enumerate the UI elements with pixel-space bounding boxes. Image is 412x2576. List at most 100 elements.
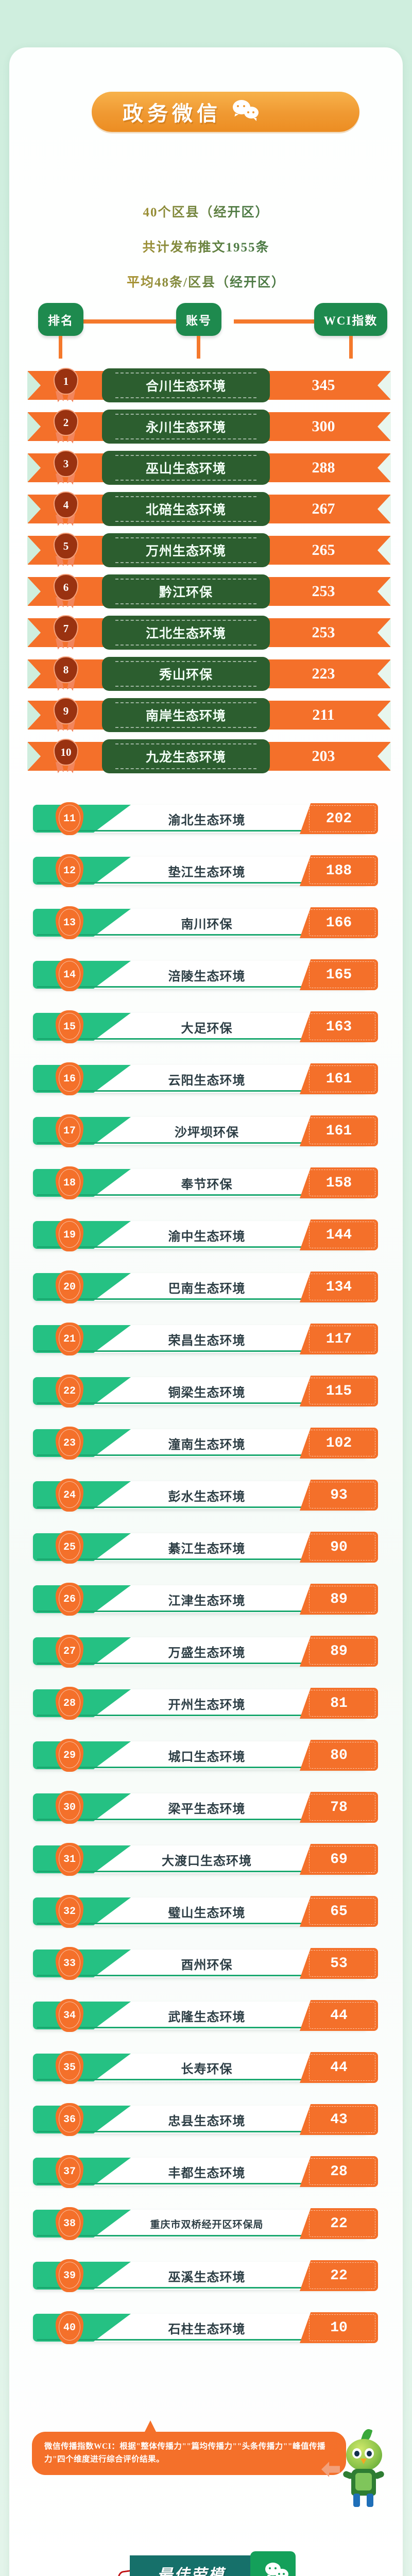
column-header-account: 账号 <box>176 303 221 336</box>
account-name: 巫溪生态环境 <box>168 2270 246 2284</box>
row-underline <box>37 882 306 884</box>
rank-badge: 29 <box>56 1739 83 1772</box>
rank-badge: 15 <box>56 1010 83 1043</box>
table-row: 22 铜梁生态环境 115 <box>33 1375 378 1408</box>
account-name: 云阳生态环境 <box>168 1074 246 1088</box>
row-underline <box>37 1298 306 1300</box>
rank-badge: 22 <box>56 1375 83 1408</box>
rank-badge: 26 <box>56 1583 83 1616</box>
row-underline <box>37 830 306 832</box>
rank-value: 22 <box>63 1385 76 1397</box>
rank-value: 10 <box>60 745 72 758</box>
award-tag-1: 最佳劳模 <box>115 2551 297 2576</box>
wci-score: 300 <box>312 418 335 435</box>
table-row: 23 潼南生态环境 102 <box>33 1427 378 1460</box>
row-underline <box>37 2131 306 2132</box>
rank-value: 15 <box>63 1021 76 1033</box>
account-name: 武隆生态环境 <box>168 2010 246 2024</box>
account-name: 重庆市双桥经开区环保局 <box>150 2219 264 2230</box>
account-name: 奉节环保 <box>181 1178 233 1192</box>
wci-score: 267 <box>312 500 335 517</box>
rank-value: 19 <box>63 1229 76 1241</box>
rank-badge: 20 <box>56 1270 83 1303</box>
row-underline <box>37 1194 306 1196</box>
rank-value: 24 <box>63 1489 76 1501</box>
wci-score: 44 <box>300 2000 378 2031</box>
connector-stem <box>197 336 200 359</box>
wci-score: 78 <box>300 1792 378 1823</box>
account-name: 綦江生态环境 <box>168 1542 246 1556</box>
rank-value: 14 <box>63 969 76 981</box>
table-row: 15 大足环保 163 <box>33 1010 378 1043</box>
rank-value: 3 <box>63 457 69 470</box>
account-name-plate: 南岸生态环境 <box>102 698 270 732</box>
summary-block: 40个区县（经开区） 共计发布推文1955条 平均48条/区县（经开区） <box>9 202 403 307</box>
wci-score: 90 <box>300 1532 378 1563</box>
wci-score: 89 <box>300 1584 378 1615</box>
account-name: 江津生态环境 <box>168 1594 246 1608</box>
table-row: 16 云阳生态环境 161 <box>33 1062 378 1095</box>
account-name-plate: 合川生态环境 <box>102 368 270 402</box>
account-name: 万盛生态环境 <box>168 1646 246 1660</box>
account-name: 秀山环保 <box>159 668 213 682</box>
rank-badge: 11 <box>56 802 83 835</box>
content-card: 政务微信 40个区县（经开区） 共计发布推文1955条 平均48条/区县（经开区… <box>9 47 403 2576</box>
rank-value: 23 <box>63 1437 76 1449</box>
account-name: 南川环保 <box>181 918 233 931</box>
rank-badge: 33 <box>56 1947 83 1980</box>
account-name: 合川生态环境 <box>145 380 226 394</box>
row-underline <box>37 1402 306 1404</box>
rank-badge: 27 <box>56 1635 83 1668</box>
wci-score: 161 <box>300 1115 378 1146</box>
wci-score: 203 <box>312 748 335 765</box>
table-header: 排名 账号 WCI指数 <box>9 303 403 371</box>
account-name: 城口生态环境 <box>168 1750 246 1764</box>
rank-value: 9 <box>63 704 69 717</box>
account-name: 石柱生态环境 <box>168 2323 246 2336</box>
ranking-list: 11 渝北生态环境 202 12 垫江生态环境 188 13 南川环保 166 14 涪陵生态环境 1… <box>9 802 403 2366</box>
mascot-icon <box>342 2428 385 2508</box>
wci-score: 158 <box>300 1167 378 1198</box>
row-underline <box>37 1767 306 1768</box>
account-name-plate: 江北生态环境 <box>102 616 270 650</box>
wci-score: 53 <box>300 1948 378 1979</box>
wci-score: 81 <box>300 1688 378 1719</box>
wci-score: 223 <box>312 665 335 682</box>
table-row: 10 九龙生态环境 203 <box>9 739 403 773</box>
account-name: 长寿环保 <box>181 2062 233 2076</box>
table-row: 5 万州生态环境 265 <box>9 533 403 565</box>
table-row: 38 重庆市双桥经开区环保局 22 <box>33 2207 378 2240</box>
wci-score: 10 <box>300 2312 378 2343</box>
rank-value: 11 <box>63 812 76 825</box>
table-row: 6 黔江环保 253 <box>9 574 403 608</box>
table-row: 4 北碚生态环境 267 <box>9 492 403 523</box>
row-underline <box>37 1454 306 1456</box>
account-name-plate: 九龙生态环境 <box>102 739 270 773</box>
wci-score: 22 <box>300 2208 378 2239</box>
table-row: 36 忠县生态环境 43 <box>33 2103 378 2136</box>
wci-score: 165 <box>300 959 378 990</box>
row-underline <box>37 1611 306 1612</box>
table-row: 40 石柱生态环境 10 <box>33 2311 378 2344</box>
medal-icon: 1 <box>53 368 79 402</box>
table-row: 33 酉州环保 53 <box>33 1947 378 1980</box>
table-row: 21 荣昌生态环境 117 <box>33 1323 378 1355</box>
rank-value: 4 <box>63 498 69 511</box>
row-underline <box>37 1975 306 1976</box>
account-name: 北碚生态环境 <box>145 503 226 517</box>
rank-value: 13 <box>63 917 76 929</box>
row-underline <box>37 1142 306 1144</box>
account-name: 永川生态环境 <box>145 421 226 435</box>
account-name-plate: 黔江环保 <box>102 574 270 608</box>
account-name: 大渡口生态环境 <box>162 1854 252 1868</box>
table-row: 39 巫溪生态环境 22 <box>33 2259 378 2292</box>
wci-score: 163 <box>300 1011 378 1042</box>
rank-value: 35 <box>63 2061 76 2074</box>
rank-value: 18 <box>63 1177 76 1189</box>
wci-score: 117 <box>300 1324 378 1354</box>
award-label-1: 最佳劳模 <box>157 2567 225 2576</box>
table-row: 35 长寿环保 44 <box>33 2051 378 2084</box>
rank-value: 28 <box>63 1697 76 1709</box>
rank-value: 36 <box>63 2113 76 2126</box>
